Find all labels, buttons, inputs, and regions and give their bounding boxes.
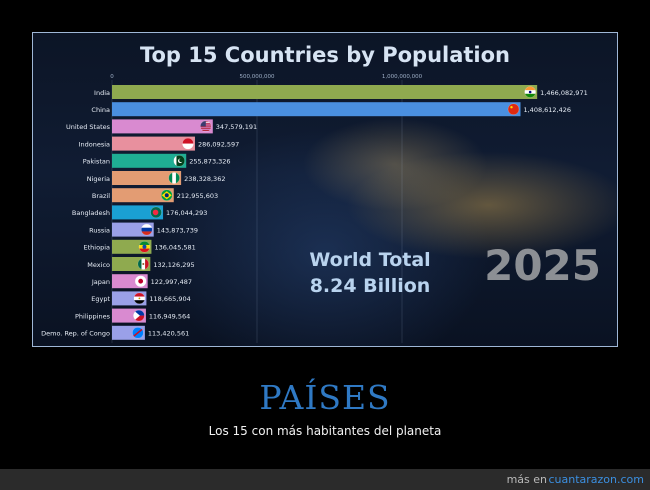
value-label: 132,126,295	[153, 261, 194, 269]
bar	[112, 153, 187, 168]
category-label: Indonesia	[79, 140, 110, 148]
india-flag-icon	[524, 86, 536, 98]
category-label: India	[94, 89, 110, 97]
x-tick-label: 500,000,000	[240, 74, 275, 80]
bar	[112, 85, 538, 99]
value-label: 116,949,564	[149, 312, 190, 320]
value-label: 255,873,326	[189, 158, 230, 166]
bar	[112, 205, 164, 220]
usa-flag-icon	[200, 120, 212, 133]
category-label: Pakistan	[83, 158, 110, 166]
category-label: Russia	[89, 226, 110, 234]
philippines-flag-icon	[133, 309, 145, 322]
nigeria-flag-icon	[168, 172, 180, 184]
drc-flag-icon	[132, 327, 144, 339]
category-label: Japan	[91, 278, 110, 286]
bar	[112, 136, 195, 151]
value-label: 1,466,082,971	[540, 89, 588, 97]
bar	[112, 188, 174, 203]
china-flag-icon	[507, 103, 520, 115]
indonesia-flag-icon	[182, 137, 194, 150]
category-label: Mexico	[87, 261, 110, 269]
value-label: 118,665,904	[149, 295, 190, 303]
caption-title: PAÍSES	[259, 378, 391, 417]
value-label: 347,579,191	[216, 123, 257, 131]
x-tick-label: 1,000,000,000	[382, 74, 423, 80]
category-label: Philippines	[75, 312, 111, 320]
egypt-flag-icon	[133, 292, 146, 305]
bar-chart: 0 500,000,000 1,000,000,000 India 1,466,082,…	[41, 74, 588, 343]
world-total-value: 8.24 Billion	[309, 275, 431, 297]
footer-prefix: más en	[506, 473, 547, 486]
value-label: 1,408,612,426	[523, 106, 571, 114]
category-label: Egypt	[91, 295, 110, 303]
category-label: Nigeria	[87, 175, 110, 183]
category-label: United States	[66, 123, 111, 131]
x-tick-label: 0	[110, 74, 114, 80]
value-label: 143,873,739	[157, 226, 198, 234]
mexico-flag-icon	[137, 258, 150, 270]
japan-flag-icon	[134, 275, 147, 287]
chart-frame: 0 500,000,000 1,000,000,000 India 1,466,082,…	[32, 32, 618, 347]
caption-subtitle: Los 15 con más habitantes del planeta	[208, 424, 442, 438]
value-label: 212,955,603	[177, 192, 218, 200]
footer-site-link[interactable]: cuantarazon.com	[548, 473, 644, 486]
pakistan-flag-icon	[173, 155, 185, 167]
ethiopia-flag-icon	[138, 241, 151, 253]
bar	[112, 171, 182, 185]
value-label: 176,044,293	[166, 209, 207, 217]
world-total-label: World Total	[309, 249, 431, 271]
value-label: 122,997,487	[151, 278, 192, 286]
brazil-flag-icon	[161, 189, 173, 201]
bangladesh-flag-icon	[150, 206, 162, 219]
category-label: Brazil	[92, 192, 110, 200]
category-label: Bangladesh	[72, 209, 110, 217]
value-label: 286,092,597	[198, 140, 239, 148]
chart-title: Top 15 Countries by Population	[139, 43, 511, 67]
year-label: 2025	[484, 241, 601, 290]
world-total-annotation: World Total 8.24 Billion	[295, 247, 445, 299]
bar	[112, 119, 213, 134]
value-label: 238,328,362	[184, 175, 225, 183]
category-label: Demo. Rep. of Congo	[41, 330, 110, 338]
value-label: 113,420,561	[148, 330, 189, 338]
bar	[112, 102, 521, 117]
russia-flag-icon	[140, 223, 153, 236]
value-label: 136,045,581	[154, 244, 195, 252]
category-label: China	[91, 106, 110, 114]
category-label: Ethiopia	[84, 244, 110, 252]
footer-bar: más en cuantarazon.com	[0, 469, 650, 490]
